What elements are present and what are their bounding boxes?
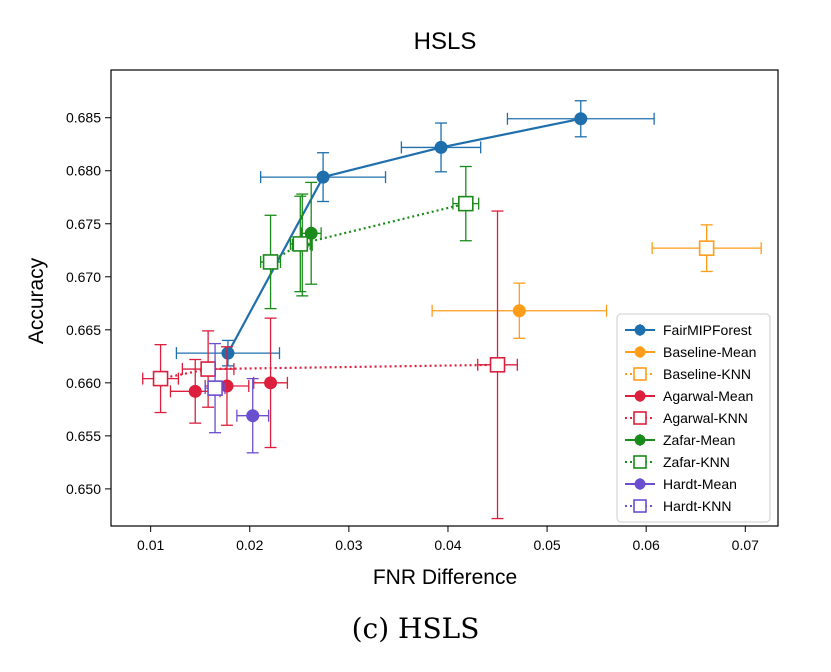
y-tick-label: 0.665 — [66, 322, 101, 338]
data-point — [262, 254, 279, 270]
chart-title: HSLS — [414, 28, 477, 55]
figure-caption: (c) HSLS — [351, 612, 480, 645]
legend-label: FairMIPForest — [663, 322, 752, 338]
data-point — [633, 367, 647, 381]
data-point — [221, 346, 235, 360]
legend-label: Hardt-Mean — [663, 476, 737, 492]
data-point — [634, 390, 646, 402]
data-point — [633, 455, 647, 469]
legend-label: Hardt-KNN — [663, 498, 731, 514]
data-point — [574, 112, 588, 126]
y-tick-label: 0.650 — [66, 481, 101, 497]
data-point — [634, 346, 646, 358]
data-point — [304, 226, 318, 240]
plot-frame — [110, 69, 779, 527]
series-line — [269, 202, 467, 263]
data-point — [633, 411, 647, 425]
legend-label: Baseline-Mean — [663, 344, 756, 360]
data-point — [434, 140, 448, 154]
data-point — [316, 170, 330, 184]
data-point — [200, 361, 216, 377]
legend: FairMIPForest Baseline-Mean Baseline-KNN Ag… — [616, 313, 771, 523]
legend-label: Agarwal-KNN — [663, 410, 748, 426]
y-tick-label: 0.670 — [66, 269, 101, 285]
x-axis-label: FNR Difference — [373, 566, 517, 589]
data-point — [188, 384, 202, 398]
legend-label: Zafar-KNN — [663, 454, 730, 470]
data-point — [264, 376, 278, 390]
data-point — [633, 499, 647, 513]
x-tick-label: 0.05 — [533, 537, 560, 553]
data-point — [292, 236, 309, 252]
series-line — [160, 363, 498, 380]
y-tick-label: 0.675 — [66, 216, 101, 232]
series-line — [226, 117, 581, 354]
y-axis-label: Accuracy — [25, 257, 48, 344]
y-tick-label: 0.660 — [66, 375, 101, 391]
y-tick-label: 0.680 — [66, 163, 101, 179]
data-point — [246, 409, 260, 423]
x-tick-label: 0.06 — [633, 537, 660, 553]
y-tick-label: 0.685 — [66, 110, 101, 126]
x-tick-label: 0.04 — [434, 537, 461, 553]
data-point — [512, 304, 526, 318]
x-tick-label: 0.01 — [137, 537, 164, 553]
data-point — [458, 195, 474, 212]
data-point — [634, 478, 646, 490]
plot-area — [142, 100, 762, 520]
y-tick-label: 0.655 — [66, 428, 101, 444]
x-tick-label: 0.02 — [236, 537, 263, 553]
data-point — [634, 434, 646, 446]
data-point — [634, 324, 646, 336]
x-tick-label: 0.03 — [335, 537, 362, 553]
data-point — [207, 380, 223, 396]
data-point — [152, 370, 169, 387]
data-point — [489, 357, 506, 373]
data-point — [698, 240, 715, 256]
chart: HSLS FNR Difference Accuracy FairMIPFore… — [25, 28, 779, 589]
legend-box — [616, 313, 771, 523]
legend-label: Zafar-Mean — [663, 432, 735, 448]
legend-label: Baseline-KNN — [663, 366, 751, 382]
legend-label: Agarwal-Mean — [663, 388, 753, 404]
x-tick-label: 0.07 — [732, 537, 759, 553]
